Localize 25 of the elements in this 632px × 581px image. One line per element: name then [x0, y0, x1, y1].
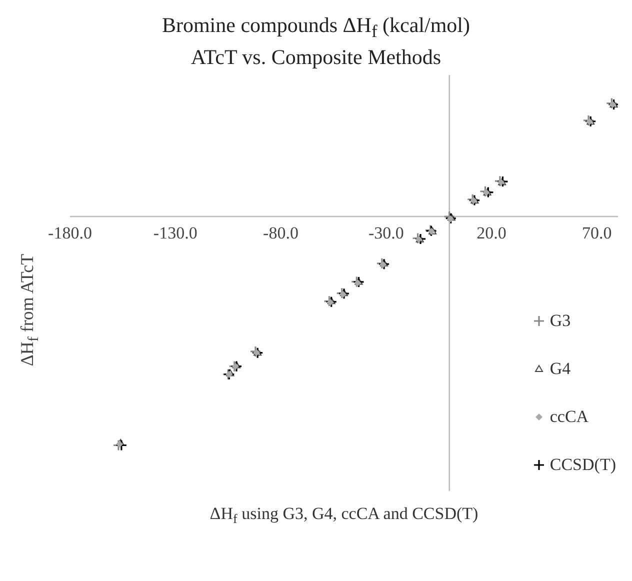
- point: [496, 176, 509, 188]
- x-tick-label: -130.0: [153, 224, 198, 243]
- chart-subtitle: ATcT vs. Composite Methods: [190, 45, 442, 70]
- chart-title: Bromine compounds ΔH$_{f}$ (kcal/mol): [162, 13, 470, 42]
- point: [326, 296, 338, 308]
- x-axis-title: ΔH$_{f}$ using G3, G4, ccCA and CCSD(T): [210, 504, 478, 526]
- x-tick-label: -30.0: [368, 224, 404, 243]
- point: [412, 232, 424, 244]
- x-tick-label: -80.0: [263, 224, 298, 243]
- x-tick-label: -180.0: [48, 224, 92, 243]
- point: [446, 216, 454, 222]
- x-tick-label: 70.0: [582, 224, 612, 243]
- point: [482, 186, 494, 198]
- point: [232, 363, 239, 370]
- point: [323, 296, 336, 308]
- point: [352, 276, 365, 288]
- legend-label: ccCA: [550, 407, 589, 428]
- point: [226, 371, 233, 378]
- legend-label: G4: [550, 359, 571, 380]
- point: [479, 186, 492, 198]
- point: [354, 280, 362, 287]
- legend-label: G3: [550, 311, 571, 332]
- legend-label: CCSD(T): [550, 455, 616, 476]
- x-tick-label: 20.0: [476, 224, 506, 243]
- point: [116, 440, 128, 452]
